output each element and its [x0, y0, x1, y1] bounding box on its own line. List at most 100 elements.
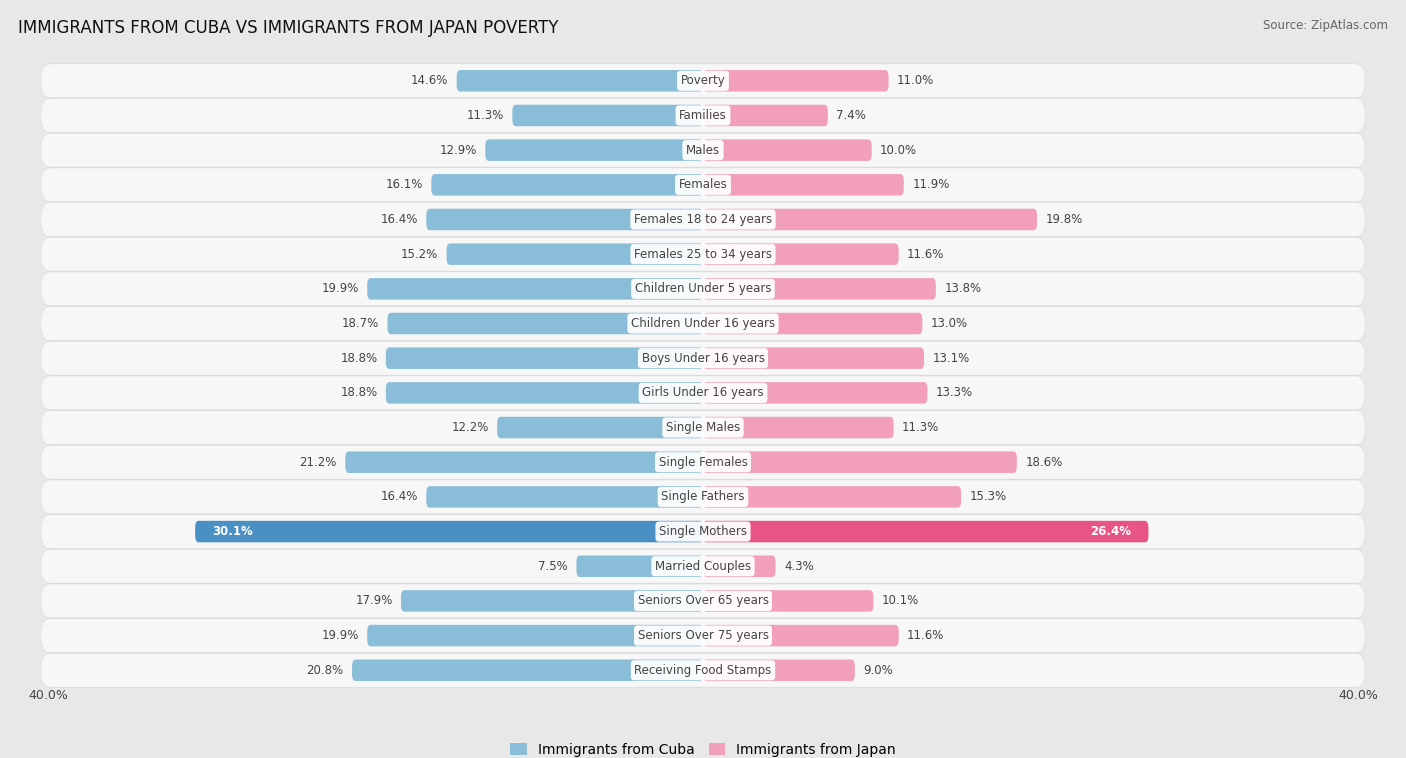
Text: 15.3%: 15.3%	[970, 490, 1007, 503]
Text: Females: Females	[679, 178, 727, 191]
FancyBboxPatch shape	[41, 203, 1365, 236]
Text: 15.2%: 15.2%	[401, 248, 439, 261]
Text: 40.0%: 40.0%	[1339, 689, 1378, 702]
FancyBboxPatch shape	[576, 556, 703, 577]
Text: Families: Families	[679, 109, 727, 122]
FancyBboxPatch shape	[401, 590, 703, 612]
Text: 13.1%: 13.1%	[932, 352, 970, 365]
FancyBboxPatch shape	[195, 521, 703, 542]
FancyBboxPatch shape	[703, 556, 776, 577]
Text: Seniors Over 75 years: Seniors Over 75 years	[637, 629, 769, 642]
FancyBboxPatch shape	[385, 347, 703, 369]
FancyBboxPatch shape	[703, 208, 1038, 230]
FancyBboxPatch shape	[41, 411, 1365, 444]
Text: Males: Males	[686, 144, 720, 157]
Text: Children Under 5 years: Children Under 5 years	[634, 282, 772, 296]
FancyBboxPatch shape	[703, 486, 962, 508]
Text: 18.6%: 18.6%	[1025, 456, 1063, 468]
FancyBboxPatch shape	[41, 584, 1365, 618]
Text: 10.1%: 10.1%	[882, 594, 920, 607]
Text: Females 25 to 34 years: Females 25 to 34 years	[634, 248, 772, 261]
Text: 19.9%: 19.9%	[322, 282, 359, 296]
FancyBboxPatch shape	[41, 237, 1365, 271]
Text: 21.2%: 21.2%	[299, 456, 337, 468]
Text: Boys Under 16 years: Boys Under 16 years	[641, 352, 765, 365]
Text: 4.3%: 4.3%	[785, 559, 814, 573]
FancyBboxPatch shape	[426, 486, 703, 508]
Text: 30.1%: 30.1%	[212, 525, 253, 538]
FancyBboxPatch shape	[703, 139, 872, 161]
FancyBboxPatch shape	[703, 313, 922, 334]
Text: 17.9%: 17.9%	[356, 594, 392, 607]
FancyBboxPatch shape	[41, 481, 1365, 513]
FancyBboxPatch shape	[512, 105, 703, 127]
Text: 11.6%: 11.6%	[907, 629, 945, 642]
Text: 7.5%: 7.5%	[538, 559, 568, 573]
FancyBboxPatch shape	[41, 98, 1365, 133]
FancyBboxPatch shape	[41, 99, 1365, 132]
FancyBboxPatch shape	[41, 168, 1365, 202]
Text: 14.6%: 14.6%	[411, 74, 449, 87]
FancyBboxPatch shape	[703, 625, 898, 647]
FancyBboxPatch shape	[41, 64, 1365, 98]
Text: Receiving Food Stamps: Receiving Food Stamps	[634, 664, 772, 677]
FancyBboxPatch shape	[703, 243, 898, 265]
Text: 11.6%: 11.6%	[907, 248, 945, 261]
Text: 18.8%: 18.8%	[340, 387, 377, 399]
Text: 13.3%: 13.3%	[936, 387, 973, 399]
FancyBboxPatch shape	[703, 174, 904, 196]
Text: Females 18 to 24 years: Females 18 to 24 years	[634, 213, 772, 226]
FancyBboxPatch shape	[41, 653, 1365, 687]
Text: 13.8%: 13.8%	[945, 282, 981, 296]
Text: 12.9%: 12.9%	[440, 144, 477, 157]
FancyBboxPatch shape	[41, 550, 1365, 583]
FancyBboxPatch shape	[41, 64, 1365, 98]
Text: 9.0%: 9.0%	[863, 664, 893, 677]
FancyBboxPatch shape	[346, 452, 703, 473]
FancyBboxPatch shape	[41, 133, 1365, 168]
FancyBboxPatch shape	[41, 271, 1365, 306]
FancyBboxPatch shape	[41, 306, 1365, 341]
FancyBboxPatch shape	[41, 515, 1365, 548]
Text: IMMIGRANTS FROM CUBA VS IMMIGRANTS FROM JAPAN POVERTY: IMMIGRANTS FROM CUBA VS IMMIGRANTS FROM …	[18, 19, 558, 37]
FancyBboxPatch shape	[41, 341, 1365, 375]
FancyBboxPatch shape	[703, 452, 1017, 473]
FancyBboxPatch shape	[432, 174, 703, 196]
Text: 26.4%: 26.4%	[1091, 525, 1132, 538]
Text: 16.4%: 16.4%	[381, 490, 418, 503]
FancyBboxPatch shape	[41, 514, 1365, 549]
FancyBboxPatch shape	[41, 272, 1365, 305]
FancyBboxPatch shape	[703, 417, 894, 438]
FancyBboxPatch shape	[388, 313, 703, 334]
Text: 18.7%: 18.7%	[342, 317, 380, 330]
FancyBboxPatch shape	[703, 105, 828, 127]
Text: Single Fathers: Single Fathers	[661, 490, 745, 503]
FancyBboxPatch shape	[41, 619, 1365, 653]
FancyBboxPatch shape	[41, 202, 1365, 236]
FancyBboxPatch shape	[41, 480, 1365, 514]
Text: 18.8%: 18.8%	[340, 352, 377, 365]
FancyBboxPatch shape	[41, 445, 1365, 480]
FancyBboxPatch shape	[703, 278, 936, 299]
Text: 11.3%: 11.3%	[467, 109, 503, 122]
FancyBboxPatch shape	[41, 446, 1365, 479]
FancyBboxPatch shape	[367, 278, 703, 299]
FancyBboxPatch shape	[385, 382, 703, 403]
FancyBboxPatch shape	[41, 653, 1365, 688]
FancyBboxPatch shape	[457, 70, 703, 92]
FancyBboxPatch shape	[41, 584, 1365, 619]
FancyBboxPatch shape	[703, 590, 873, 612]
Text: 20.8%: 20.8%	[307, 664, 343, 677]
FancyBboxPatch shape	[498, 417, 703, 438]
FancyBboxPatch shape	[703, 659, 855, 681]
Text: Girls Under 16 years: Girls Under 16 years	[643, 387, 763, 399]
FancyBboxPatch shape	[352, 659, 703, 681]
Text: 19.8%: 19.8%	[1046, 213, 1083, 226]
Text: Single Males: Single Males	[666, 421, 740, 434]
Legend: Immigrants from Cuba, Immigrants from Japan: Immigrants from Cuba, Immigrants from Ja…	[510, 743, 896, 756]
Text: Married Couples: Married Couples	[655, 559, 751, 573]
FancyBboxPatch shape	[41, 133, 1365, 167]
FancyBboxPatch shape	[447, 243, 703, 265]
FancyBboxPatch shape	[41, 375, 1365, 410]
Text: 40.0%: 40.0%	[28, 689, 67, 702]
